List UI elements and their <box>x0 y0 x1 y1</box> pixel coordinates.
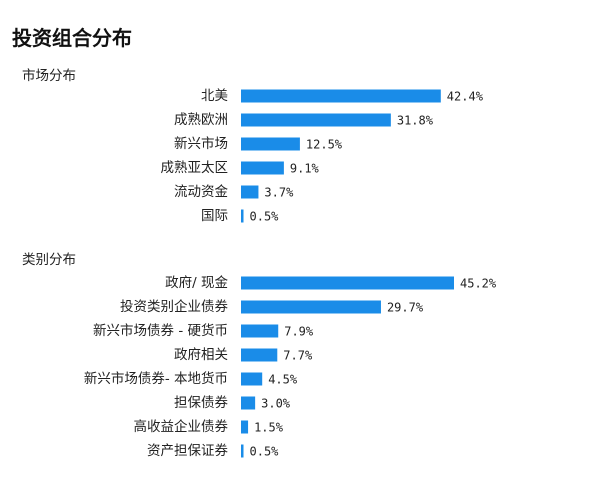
category-category-label: 新兴市场债券- 本地货币 <box>84 370 228 387</box>
market-category-label: 成熟亚太区 <box>161 160 229 176</box>
category-value-label: 29.7% <box>387 301 424 315</box>
market-bar <box>241 185 259 199</box>
page-title: 投资组合分布 <box>12 26 132 50</box>
category-category-label: 政府/ 现金 <box>165 275 228 291</box>
market-value-label: 42.4% <box>447 90 484 104</box>
category-bar <box>241 348 278 362</box>
category-value-label: 0.5% <box>250 445 280 459</box>
market-value-label: 9.1% <box>290 162 320 176</box>
category-bar <box>241 420 249 434</box>
market-category-label: 国际 <box>201 208 228 224</box>
category-bar <box>241 444 244 458</box>
category-category-label: 新兴市场债券 - 硬货币 <box>93 322 228 339</box>
market-bar <box>241 137 300 151</box>
category-bar <box>241 276 454 290</box>
category-value-label: 7.9% <box>284 325 314 339</box>
market-category-label: 北美 <box>201 88 228 104</box>
category-value-label: 3.0% <box>261 397 291 411</box>
market-category-label: 新兴市场 <box>174 135 228 152</box>
category-value-label: 7.7% <box>283 349 313 363</box>
category-bar <box>241 300 381 314</box>
market-value-label: 3.7% <box>264 186 294 200</box>
category-chart-title: 类别分布 <box>22 252 76 268</box>
market-category-label: 成熟欧洲 <box>174 112 228 128</box>
category-value-label: 45.2% <box>460 277 497 291</box>
market-bar <box>241 161 284 175</box>
category-bar <box>241 372 263 386</box>
market-bar <box>241 113 391 127</box>
category-value-label: 1.5% <box>254 421 284 435</box>
market-value-label: 12.5% <box>306 138 343 152</box>
market-bar <box>241 89 441 103</box>
category-category-label: 投资类别企业债券 <box>120 298 228 315</box>
category-category-label: 担保债券 <box>174 395 228 411</box>
market-category-label: 流动资金 <box>174 184 228 200</box>
category-bar <box>241 396 256 410</box>
category-category-label: 高收益企业债券 <box>134 418 229 435</box>
category-value-label: 4.5% <box>268 373 298 387</box>
category-category-label: 资产担保证券 <box>147 443 228 459</box>
market-value-label: 31.8% <box>397 114 434 128</box>
category-category-label: 政府相关 <box>174 347 228 363</box>
market-chart-title: 市场分布 <box>22 67 76 84</box>
category-bar <box>241 324 279 338</box>
market-value-label: 0.5% <box>250 210 280 224</box>
market-bar <box>241 209 244 223</box>
